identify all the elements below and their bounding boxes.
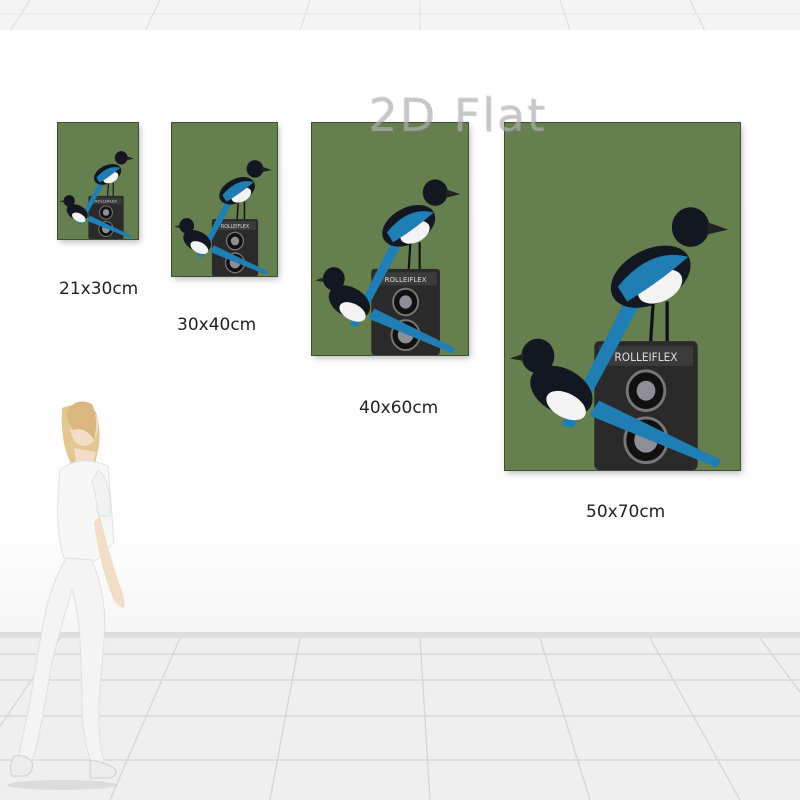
magpie-artwork: ROLLEIFLEX (505, 123, 740, 470)
magpie-top (349, 179, 461, 327)
size-label-50x70: 50x70cm (586, 502, 666, 522)
poster-50x70: ROLLEIFLEX (504, 122, 741, 471)
size-label-30x40: 30x40cm (177, 315, 257, 335)
poster-30x40: ROLLEIFLEX (171, 122, 278, 277)
magpie-artwork: ROLLEIFLEX (172, 123, 277, 276)
size-label-40x60: 40x60cm (359, 398, 439, 418)
poster-40x60: ROLLEIFLEX (311, 122, 469, 356)
magpie-bottom (509, 338, 722, 468)
tiled-floor (0, 632, 800, 800)
poster-21x30: ROLLEIFLEX (57, 122, 139, 240)
magpie-artwork: ROLLEIFLEX (58, 123, 138, 239)
camera-brand: ROLLEIFLEX (95, 199, 117, 203)
magpie-bottom (315, 267, 456, 354)
woman-figure (7, 401, 125, 790)
watermark-text: 2D Flat (368, 88, 547, 142)
ceiling (0, 0, 800, 32)
magpie-top (561, 207, 729, 428)
magpie-bottom (59, 195, 132, 239)
camera-brand: ROLLEIFLEX (221, 224, 250, 230)
size-label-21x30: 21x30cm (59, 279, 139, 299)
magpie-bottom (174, 218, 269, 275)
camera-brand: ROLLEIFLEX (385, 275, 427, 284)
magpie-artwork: ROLLEIFLEX (312, 123, 468, 355)
camera-brand: ROLLEIFLEX (614, 351, 678, 364)
